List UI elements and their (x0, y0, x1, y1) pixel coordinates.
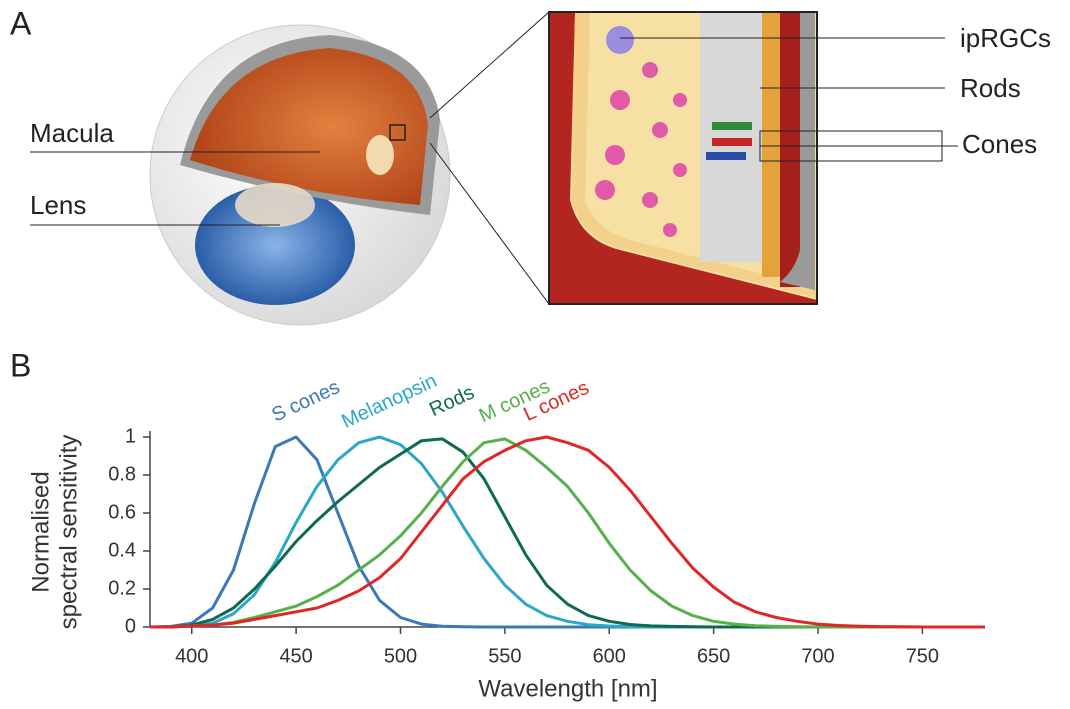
x-tick-label: 600 (593, 645, 626, 667)
series-line (149, 435, 985, 629)
vessel-layer (549, 12, 817, 304)
x-tick-label: 650 (697, 645, 730, 667)
x-tick-label: 500 (384, 645, 417, 667)
series-line (150, 437, 985, 629)
cone-s (706, 152, 746, 160)
y-tick-label: 0.4 (108, 539, 136, 561)
callout: Macula (30, 118, 114, 148)
y-axis-label: Normalised (27, 471, 54, 592)
series-label: S cones (268, 376, 343, 426)
cone-l (712, 138, 752, 146)
x-tick-label: 400 (175, 645, 208, 667)
callout: Cones (962, 129, 1037, 159)
y-axis-label: spectral sensitivity (55, 435, 82, 630)
y-tick-label: 0.6 (108, 501, 136, 523)
rod-layer (700, 12, 762, 262)
y-tick-label: 0 (125, 615, 136, 637)
zoom-line (429, 11, 550, 119)
lens (235, 183, 315, 227)
callout: Rods (960, 73, 1021, 103)
series-line (150, 435, 985, 629)
zoom-line (429, 142, 550, 305)
x-tick-label: 700 (801, 645, 834, 667)
panel-label: A (10, 5, 32, 41)
y-tick-label: 0.8 (108, 463, 136, 485)
iris (195, 185, 355, 305)
choroid-layer (780, 12, 800, 287)
x-axis-label: Wavelength [nm] (478, 675, 657, 702)
x-tick-label: 450 (279, 645, 312, 667)
x-tick-label: 550 (488, 645, 521, 667)
optic-disc (366, 135, 394, 175)
y-tick-label: 0.2 (108, 577, 136, 599)
callout: ipRGCs (960, 23, 1051, 53)
x-tick-label: 750 (906, 645, 939, 667)
callout: Lens (30, 190, 86, 220)
sclera-layer (780, 12, 815, 290)
series-line (150, 435, 985, 629)
series-line (150, 437, 985, 629)
cone-m (712, 122, 752, 130)
zoom-box (548, 11, 818, 305)
series-label: Melanopsin (338, 370, 440, 433)
cells (595, 26, 687, 237)
rpe-layer (762, 12, 780, 277)
zoom-square (389, 124, 406, 141)
y-tick-label: 1 (125, 425, 136, 447)
panel-label: B (10, 347, 31, 383)
